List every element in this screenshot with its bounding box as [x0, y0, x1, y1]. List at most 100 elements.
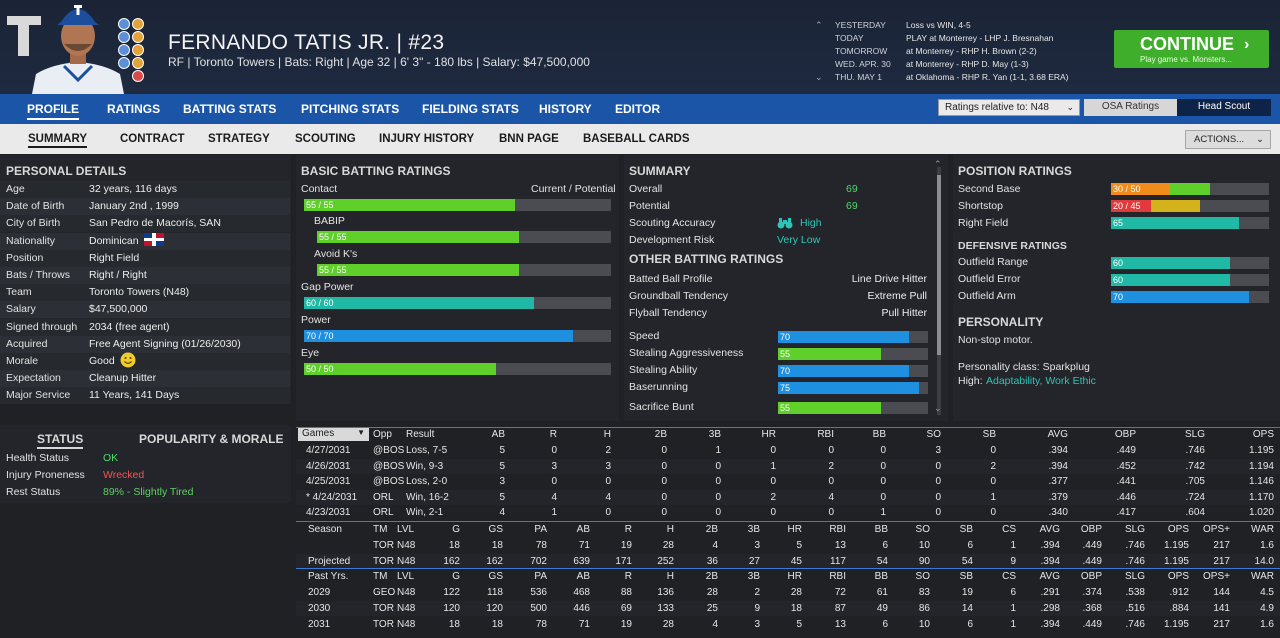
season-header-cell: BB: [874, 524, 888, 535]
schedule-game[interactable]: at Monterrey - RHP D. May (1-3): [906, 59, 1029, 69]
tab-ratings[interactable]: RATINGS: [107, 102, 161, 116]
batting-rating-bar: 55 / 55: [317, 231, 611, 243]
schedule-game[interactable]: at Monterrey - RHP H. Brown (2-2): [906, 46, 1037, 56]
season-row-cell: 27: [748, 556, 760, 567]
schedule-game[interactable]: PLAY at Monterrey - LHP J. Bresnahan: [906, 33, 1054, 43]
game-row-cell: 4/25/2031: [306, 476, 351, 487]
games-header-cell: OBP: [1114, 429, 1136, 440]
tab-fielding-stats[interactable]: FIELDING STATS: [422, 102, 519, 116]
other-batting-title: OTHER BATTING RATINGS: [629, 252, 784, 266]
game-row-cell: 0: [935, 507, 941, 518]
batting-rating-bar: 60 / 60: [304, 297, 611, 309]
chevron-down-icon: ⌄: [1256, 134, 1264, 145]
continue-button[interactable]: CONTINUE Play game vs. Monsters... ›: [1114, 30, 1269, 68]
scroll-down-icon[interactable]: ⌄: [934, 403, 942, 413]
other-batting-label: Groundball Tendency: [629, 290, 729, 302]
past-row-cell: .368: [1082, 603, 1102, 614]
ratings-relative-select[interactable]: Ratings relative to: N48 ⌄: [938, 99, 1080, 116]
season-row-cell: .394: [1040, 556, 1060, 567]
batting-label: BABIP: [314, 215, 345, 227]
tab-scouting[interactable]: SCOUTING: [295, 133, 356, 145]
team-logo[interactable]: [7, 16, 41, 56]
tab-editor[interactable]: EDITOR: [615, 102, 661, 116]
past-row-cell: 6: [882, 619, 888, 630]
game-row-cell: Loss, 2-0: [406, 476, 448, 487]
position-current-fill: [1111, 183, 1170, 195]
game-row-bg: [296, 443, 1280, 458]
game-row-cell: 0: [935, 476, 941, 487]
game-row-cell: 0: [990, 507, 996, 518]
past-row-cell: 500: [530, 603, 547, 614]
past-row-cell: 5: [796, 619, 802, 630]
personal-row-bg: [0, 284, 290, 302]
tab-injury-history[interactable]: INJURY HISTORY: [379, 133, 475, 145]
season-row-bg: [296, 538, 1280, 553]
season-row-cell: 78: [535, 540, 547, 551]
status-label: Injury Proneness: [6, 469, 85, 481]
position-current-fill: [1111, 200, 1151, 212]
game-row-cell: .742: [1185, 460, 1205, 472]
season-header-cell: OPS: [1167, 524, 1189, 535]
tab-bnn-page[interactable]: BNN PAGE: [499, 133, 559, 145]
season-row-cell: .449: [1082, 556, 1102, 567]
past-header-cell: 3B: [747, 571, 760, 582]
past-row-cell: 14: [961, 603, 973, 614]
scroll-up-icon[interactable]: ⌃: [934, 159, 942, 169]
osa-ratings-toggle[interactable]: OSA Ratings: [1084, 99, 1177, 116]
past-row-cell: 1: [1010, 603, 1016, 614]
game-row-bg: [296, 474, 1280, 489]
tab-strategy[interactable]: STRATEGY: [208, 133, 270, 145]
season-header-cell: G: [452, 524, 460, 535]
summary-title: SUMMARY: [629, 164, 691, 178]
games-dropdown[interactable]: Games ▼: [298, 428, 369, 441]
tab-status[interactable]: STATUS: [37, 432, 84, 449]
season-row-cell: 639: [573, 556, 590, 567]
game-row-cell: 4: [551, 491, 557, 503]
past-header-cell: AVG: [1039, 571, 1060, 582]
award-badges[interactable]: [116, 16, 156, 82]
games-header-cell: SO: [926, 429, 941, 440]
table-divider: [296, 427, 1280, 428]
season-row-cell: 71: [578, 540, 590, 551]
season-row-cell: N48: [397, 556, 416, 567]
past-header-cell: OPS+: [1203, 571, 1230, 582]
head-scout-toggle[interactable]: Head Scout: [1177, 99, 1271, 116]
game-row-cell: 0: [605, 476, 611, 487]
running-label: Sacrifice Bunt: [629, 401, 694, 413]
tab-batting-stats[interactable]: BATTING STATS: [183, 102, 277, 116]
tab-pitching-stats[interactable]: PITCHING STATS: [301, 102, 400, 116]
summary-scrollbar[interactable]: [937, 167, 941, 415]
tab-baseball-cards[interactable]: BASEBALL CARDS: [583, 133, 690, 145]
game-row-cell: 0: [551, 476, 557, 487]
tab-history[interactable]: HISTORY: [539, 102, 592, 116]
tab-summary[interactable]: SUMMARY: [28, 133, 87, 148]
actions-dropdown[interactable]: ACTIONS... ⌄: [1185, 130, 1271, 149]
season-row-cell: 90: [918, 556, 930, 567]
position-ratings-panel: POSITION RATINGS Second Base 30 / 50 Short…: [953, 155, 1280, 421]
season-row-cell: TOR: [373, 540, 394, 551]
past-row-cell: 536: [530, 587, 547, 598]
past-row-cell: 1.195: [1163, 619, 1189, 630]
season-row-cell: 162: [443, 556, 460, 567]
personal-label: Major Service: [6, 389, 71, 402]
personal-value: Toronto Towers (N48): [89, 286, 190, 299]
schedule-game[interactable]: at Oklahoma - RHP R. Yan (1-1, 3.68 ERA): [906, 72, 1069, 82]
game-row-cell: 0: [828, 507, 834, 518]
past-row-cell: 3: [754, 619, 760, 630]
game-row-cell: Win, 9-3: [406, 460, 444, 472]
past-row-cell: 2030: [308, 603, 331, 614]
schedule-down-arrow-icon[interactable]: ⌄: [815, 72, 823, 82]
games-header-cell: RBI: [817, 429, 834, 440]
tab-popularity-morale[interactable]: POPULARITY & MORALE: [139, 432, 284, 446]
tab-contract[interactable]: CONTRACT: [120, 133, 185, 145]
game-row-cell: Loss, 7-5: [406, 445, 448, 456]
game-row-cell: 3: [935, 445, 941, 456]
game-row-cell: 5: [499, 445, 505, 456]
tab-profile[interactable]: PROFILE: [27, 102, 80, 120]
personal-details-panel: PERSONAL DETAILS Age 32 years, 116 days Da…: [0, 155, 291, 405]
past-row-cell: 19: [961, 587, 973, 598]
game-row-cell: 1: [715, 445, 721, 456]
schedule-game[interactable]: Loss vs WIN, 4-5: [906, 20, 971, 30]
schedule-up-arrow-icon[interactable]: ⌃: [815, 20, 823, 30]
season-header-cell: 3B: [747, 524, 760, 535]
